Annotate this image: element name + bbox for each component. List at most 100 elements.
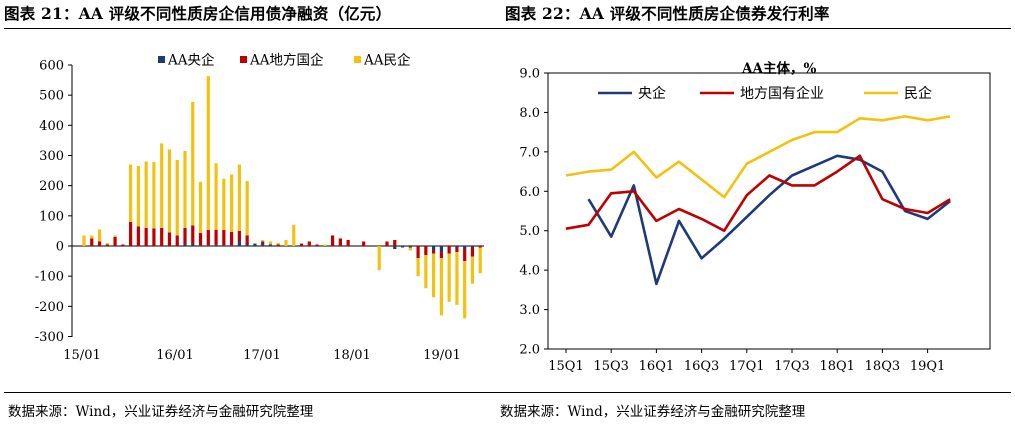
left-bar-segment bbox=[470, 246, 475, 248]
left-x-tick-label: 17/01 bbox=[243, 348, 280, 363]
left-bar-segment bbox=[268, 244, 273, 246]
left-bar-segment bbox=[136, 166, 140, 227]
net-financing-bar-chart: 600 500 400 300 200 100 0 -100 -200 -300 15/01 16/0… bbox=[35, 52, 484, 363]
left-bar-segment bbox=[323, 244, 327, 246]
left-bar-segment bbox=[447, 253, 451, 302]
left-bar-segment bbox=[214, 244, 218, 246]
left-bar-segment bbox=[416, 246, 420, 259]
left-bar-segment bbox=[315, 244, 319, 246]
left-bar-segment bbox=[206, 245, 210, 246]
left-bar-segment bbox=[424, 246, 428, 256]
left-bar-segment bbox=[160, 227, 164, 246]
left-y-tick-label: 400 bbox=[39, 119, 64, 134]
left-bar-segment bbox=[276, 242, 280, 245]
right-legend-label: 地方国有企业 bbox=[740, 85, 824, 102]
left-bar-segment bbox=[152, 228, 156, 246]
left-bar-segment bbox=[393, 246, 397, 250]
left-bar-segment bbox=[175, 160, 179, 236]
left-bar-segment bbox=[90, 238, 94, 246]
right-chart-title: 图表 22：AA 评级不同性质房企债券发行利率 bbox=[505, 4, 830, 23]
left-bar-segment bbox=[463, 246, 467, 250]
left-bar-segment bbox=[230, 245, 234, 246]
left-bar-segment bbox=[183, 150, 187, 228]
right-series-line bbox=[565, 115, 951, 199]
left-bar-segment bbox=[447, 246, 451, 254]
left-bar-segment bbox=[261, 241, 265, 243]
left-legend-label: AA央企 bbox=[167, 52, 215, 69]
left-y-tick-label: 300 bbox=[39, 149, 64, 164]
right-x-tick-label: 18Q3 bbox=[865, 359, 900, 374]
left-bar-segment bbox=[424, 255, 428, 289]
right-y-tick-label: 2.0 bbox=[519, 343, 540, 358]
left-bar-segment bbox=[136, 226, 140, 246]
left-bar-segment bbox=[198, 181, 203, 234]
right-y-tick-label: 9.0 bbox=[519, 67, 540, 82]
right-x-tick-label: 15Q3 bbox=[593, 359, 628, 374]
left-bar-segment bbox=[268, 241, 273, 245]
left-bar-segment bbox=[439, 252, 443, 259]
left-bar-segment bbox=[206, 230, 210, 246]
left-legend-swatch bbox=[240, 56, 247, 63]
left-bar-segment bbox=[82, 235, 86, 246]
left-bar-segment bbox=[307, 241, 311, 246]
left-x-tick-label: 19/01 bbox=[423, 348, 460, 363]
left-bar-segment bbox=[470, 256, 475, 284]
right-chart-inner-title: AA主体，% bbox=[741, 60, 816, 77]
left-bar-segment bbox=[408, 246, 412, 248]
left-x-tick-label: 15/01 bbox=[63, 348, 100, 363]
left-bar-segment bbox=[144, 161, 148, 228]
left-bar-segment bbox=[222, 230, 226, 246]
right-legend-label: 央企 bbox=[638, 85, 666, 102]
left-bar-segment bbox=[245, 235, 249, 245]
right-y-tick-label: 4.0 bbox=[519, 264, 540, 279]
left-y-tick-label: 500 bbox=[39, 89, 64, 104]
left-bar-segment bbox=[183, 227, 187, 245]
left-bar-segment bbox=[253, 243, 257, 246]
left-bar-segment bbox=[160, 143, 164, 228]
left-bar-segment bbox=[129, 164, 133, 222]
left-bar-segment bbox=[261, 242, 265, 246]
left-y-tick-label: -100 bbox=[35, 270, 64, 285]
right-series-line bbox=[565, 154, 951, 232]
left-y-tick-label: -200 bbox=[35, 300, 64, 315]
right-x-tick-label: 17Q1 bbox=[729, 359, 764, 374]
left-bar-segment bbox=[167, 232, 172, 246]
left-bar-segment bbox=[478, 246, 482, 248]
left-bar-segment bbox=[284, 239, 288, 246]
left-bar-segment bbox=[230, 231, 234, 246]
left-y-tick-label: 0 bbox=[56, 240, 64, 255]
left-legend-swatch bbox=[354, 56, 361, 63]
left-bar-segment bbox=[362, 241, 366, 246]
right-y-tick-label: 5.0 bbox=[519, 224, 540, 239]
left-bar-segment bbox=[152, 162, 156, 229]
left-bar-segment bbox=[463, 249, 467, 262]
left-bar-segment bbox=[222, 178, 226, 231]
left-y-tick-label: -300 bbox=[35, 330, 64, 345]
left-bar-segment bbox=[432, 250, 436, 254]
right-legend-label: 民企 bbox=[904, 85, 932, 102]
right-y-tick-label: 8.0 bbox=[519, 106, 540, 121]
bond-rate-line-chart: 9.0 8.0 7.0 6.0 5.0 4.0 3.0 2.0 AA主体，% 15Q1 15Q3 16… bbox=[519, 60, 991, 374]
left-bar-segment bbox=[183, 244, 187, 246]
left-bar-segment bbox=[439, 258, 443, 316]
right-x-tick-label: 17Q3 bbox=[774, 359, 809, 374]
right-x-tick-label: 16Q3 bbox=[684, 359, 719, 374]
left-bar-segment bbox=[377, 246, 381, 271]
left-bar-segment bbox=[261, 239, 265, 242]
left-bar-segment bbox=[478, 247, 482, 274]
right-plot-frame bbox=[547, 72, 991, 350]
left-bar-segment bbox=[113, 236, 117, 246]
left-bar-segment bbox=[455, 252, 459, 305]
left-y-tick-label: 600 bbox=[39, 59, 64, 74]
left-bar-segment bbox=[113, 235, 117, 237]
bottom-rule bbox=[4, 392, 1011, 393]
left-bar-segment bbox=[105, 244, 109, 246]
left-bar-segment bbox=[393, 239, 397, 246]
right-y-tick-label: 3.0 bbox=[519, 303, 540, 318]
left-legend-label: AA地方国企 bbox=[249, 52, 324, 69]
left-bar-segment bbox=[222, 245, 226, 246]
left-bar-segment bbox=[400, 246, 405, 248]
left-bar-segment bbox=[129, 221, 133, 246]
left-bar-segment bbox=[416, 258, 420, 277]
left-bar-segment bbox=[237, 164, 241, 231]
